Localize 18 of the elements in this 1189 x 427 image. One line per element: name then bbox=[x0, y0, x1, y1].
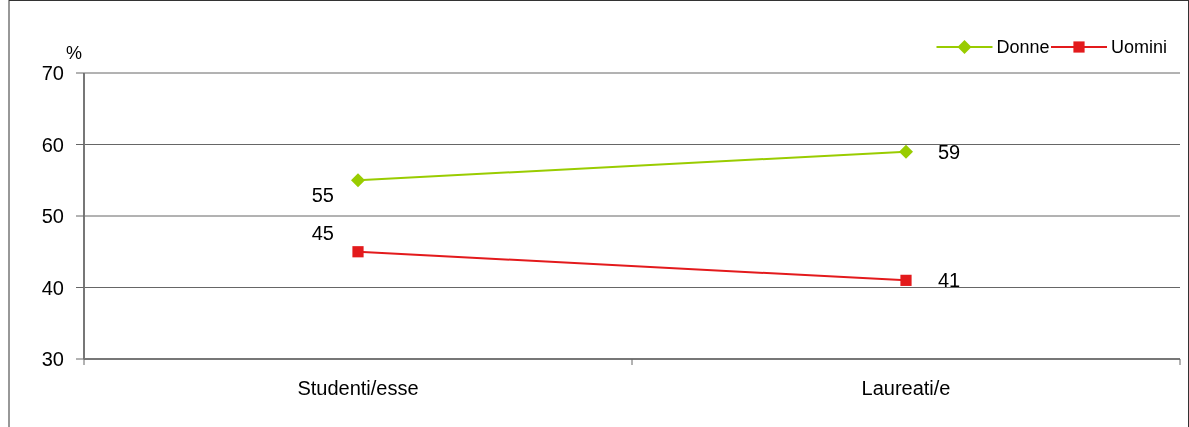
y-tick-label: 30 bbox=[41, 348, 64, 370]
y-axis-title: % bbox=[65, 43, 83, 63]
y-tick-label: 60 bbox=[41, 133, 64, 156]
legend-label: Donne bbox=[996, 37, 1050, 58]
point bbox=[900, 274, 912, 286]
point bbox=[899, 144, 913, 159]
data-label: 41 bbox=[938, 269, 961, 292]
y-tick-label: 70 bbox=[41, 62, 64, 84]
point bbox=[352, 246, 364, 258]
y-tick-label: 40 bbox=[41, 276, 64, 299]
data-label: 45 bbox=[311, 221, 334, 244]
data-label: 59 bbox=[938, 140, 961, 163]
x-tick-label: Laureati/e bbox=[861, 377, 951, 399]
legend-label: Uomini bbox=[1111, 37, 1168, 58]
x-tick-label: Studenti/esse bbox=[297, 377, 419, 399]
point bbox=[351, 173, 365, 188]
y-tick-label: 50 bbox=[41, 205, 64, 227]
data-label: 55 bbox=[311, 184, 334, 207]
